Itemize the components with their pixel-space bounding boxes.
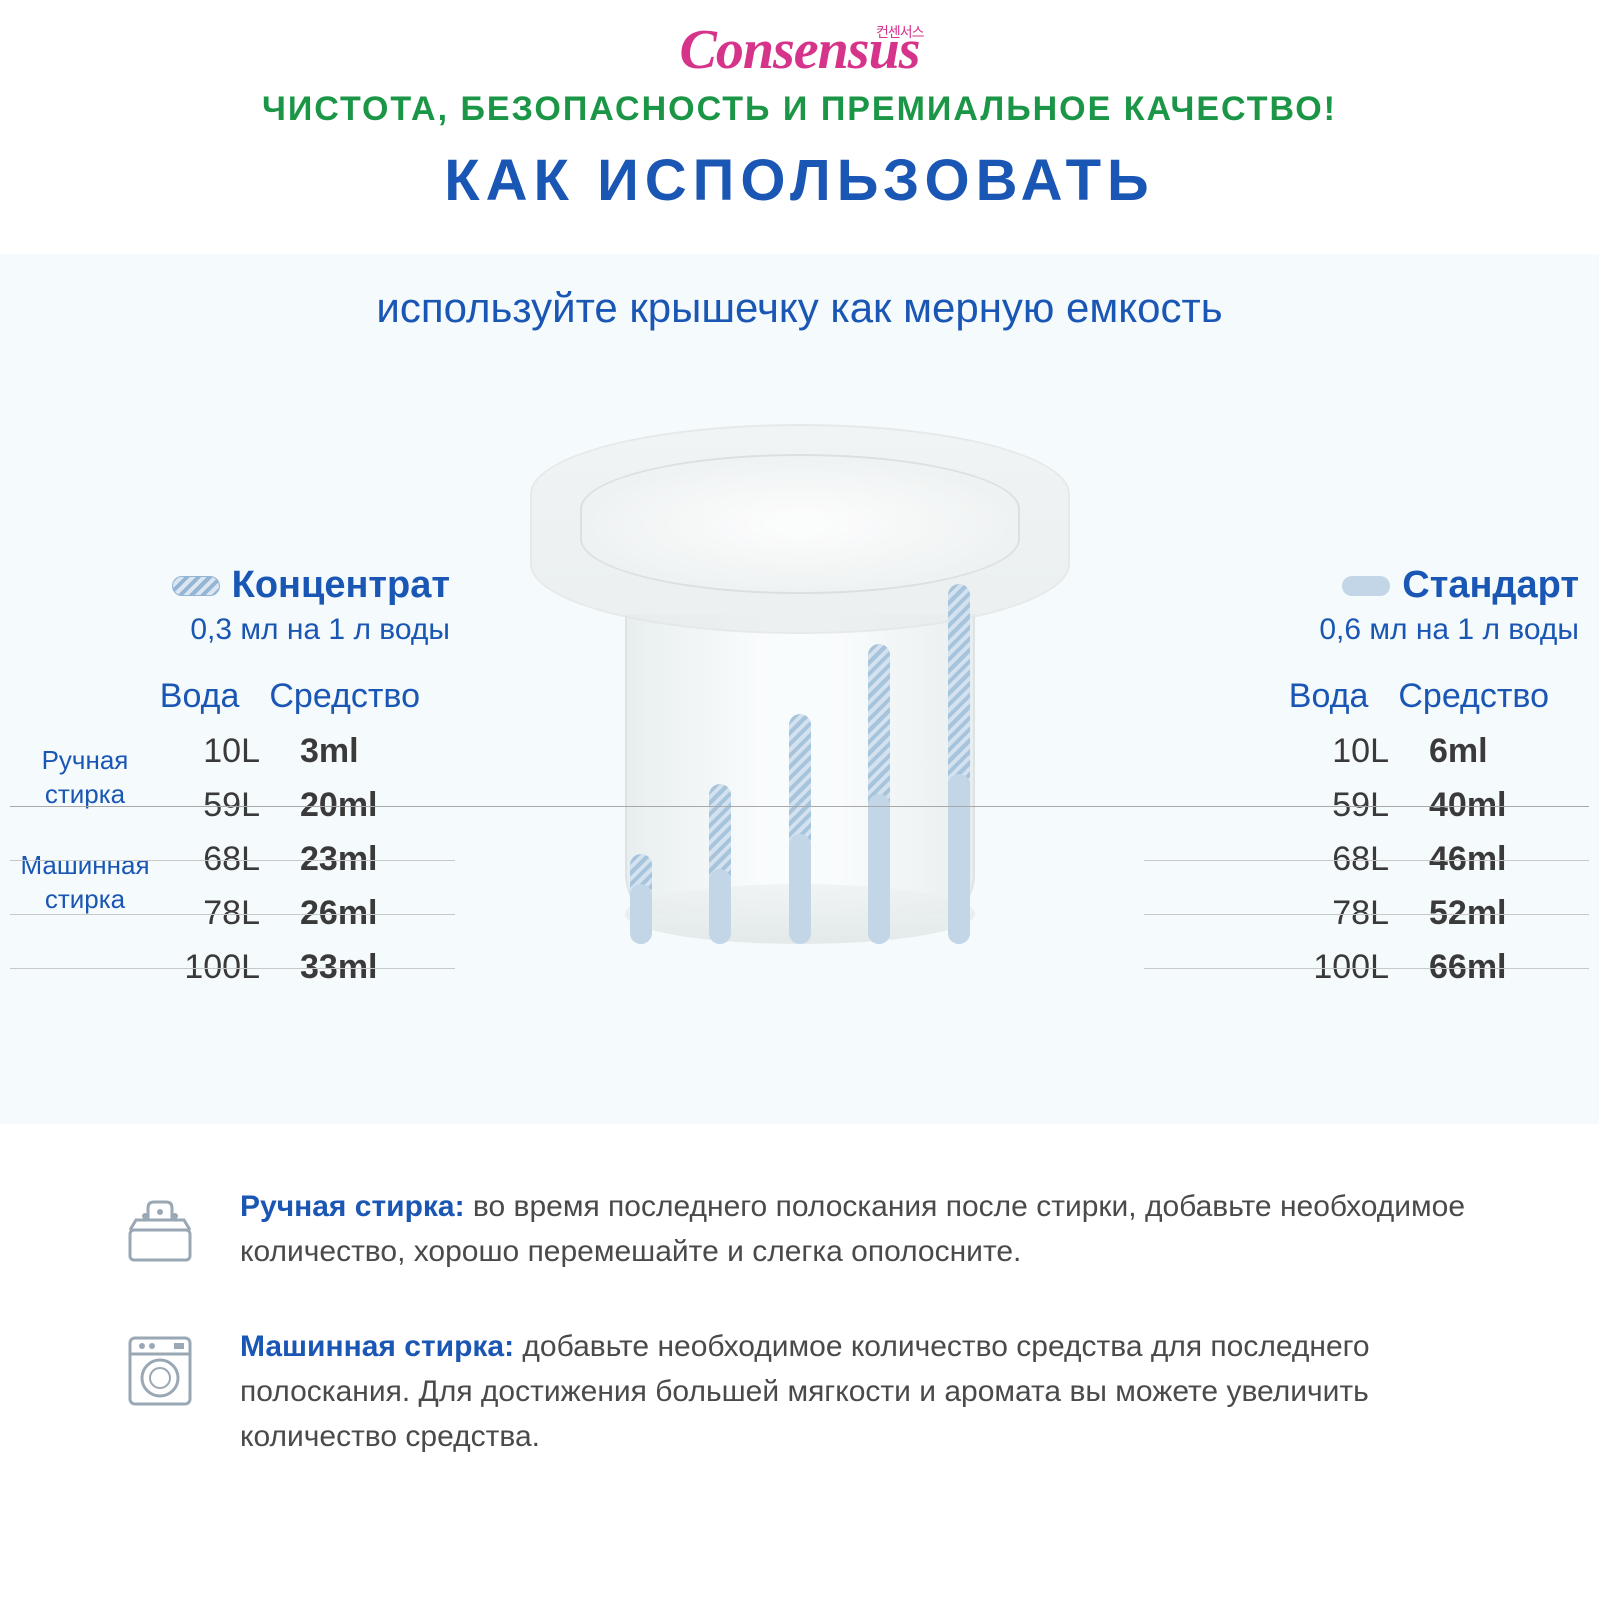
hand-wash-icon — [120, 1190, 200, 1270]
table-row-line — [1144, 968, 1589, 969]
dosage-bars — [630, 564, 970, 944]
dosage-bar-solid — [868, 794, 890, 944]
dosage-row: 68L23ml — [20, 832, 450, 886]
concentrate-col-headers: Вода Средство — [20, 677, 450, 716]
concentrate-table: 10L 3ml 59L20ml68L23ml78L26ml100L33ml — [20, 724, 450, 994]
standard-title: Стандарт — [1402, 564, 1579, 607]
concentrate-header: Концентрат — [20, 564, 450, 607]
col-agent: Средство — [269, 677, 450, 716]
standard-block: Стандарт 0,6 мл на 1 л воды Вода Средств… — [1149, 564, 1579, 994]
instruction-hand-label: Ручная стирка: — [240, 1190, 465, 1223]
table-row-line — [1144, 914, 1589, 915]
pill-solid-icon — [1342, 576, 1390, 596]
dosage-bar — [709, 784, 731, 944]
standard-ratio: 0,6 мл на 1 л воды — [1149, 613, 1579, 647]
dosage-row: 78L52ml — [1149, 886, 1579, 940]
concentrate-block: Концентрат 0,3 мл на 1 л воды Вода Средс… — [20, 564, 450, 994]
tagline: ЧИСТОТА, БЕЗОПАСНОСТЬ И ПРЕМИАЛЬНОЕ КАЧЕ… — [0, 90, 1599, 129]
table-divider — [10, 806, 1589, 807]
concentrate-ratio: 0,3 мл на 1 л воды — [20, 613, 450, 647]
dosage-bar-solid — [709, 869, 731, 944]
dosage-bar-solid — [948, 774, 970, 944]
dosage-row: 59L40ml — [1149, 778, 1579, 832]
dosage-bar — [948, 584, 970, 944]
standard-table: 10L 6ml 59L40ml68L46ml78L52ml100L66ml — [1149, 724, 1579, 994]
panel-subtitle: используйте крышечку как мерную емкость — [0, 284, 1599, 332]
instruction-hand: Ручная стирка: во время последнего полос… — [120, 1184, 1479, 1274]
dosage-row: 100L33ml — [20, 940, 450, 994]
instruction-machine-label: Машинная стирка: — [240, 1330, 514, 1363]
standard-header: Стандарт — [1149, 564, 1579, 607]
dosage-row: 10L 3ml — [20, 724, 450, 778]
brand-logo: Consensus 컨센서스 — [679, 18, 919, 82]
washing-machine-icon — [120, 1330, 200, 1410]
water-value: 10L — [1249, 732, 1399, 771]
table-row-line — [10, 914, 455, 915]
dosage-bar-solid — [630, 884, 652, 944]
standard-col-headers: Вода Средство — [1149, 677, 1579, 716]
table-row-line — [10, 860, 455, 861]
dosage-bar — [630, 854, 652, 944]
dosage-row: 78L26ml — [20, 886, 450, 940]
dosage-row: 59L20ml — [20, 778, 450, 832]
table-row-line — [1144, 860, 1589, 861]
pill-hatched-icon — [172, 576, 220, 596]
col-water: Вода — [1218, 677, 1368, 716]
dosage-bar-solid — [789, 834, 811, 944]
brand-kr: 컨센서스 — [876, 22, 924, 42]
dosage-row: 68L46ml — [1149, 832, 1579, 886]
concentrate-title: Концентрат — [232, 564, 450, 607]
page-title: КАК ИСПОЛЬЗОВАТЬ — [0, 147, 1599, 214]
dosage-bar — [868, 644, 890, 944]
water-value: 10L — [120, 732, 270, 771]
col-agent: Средство — [1398, 677, 1579, 716]
dosage-row: 100L66ml — [1149, 940, 1579, 994]
dosage-bar — [789, 714, 811, 944]
dosage-panel: используйте крышечку как мерную емкость … — [0, 254, 1599, 1124]
table-row-line — [10, 968, 455, 969]
instruction-hand-text: Ручная стирка: во время последнего полос… — [240, 1184, 1479, 1274]
dosage-row: 10L 6ml — [1149, 724, 1579, 778]
instruction-machine-text: Машинная стирка: добавьте необходимое ко… — [240, 1324, 1479, 1459]
col-water: Вода — [89, 677, 239, 716]
agent-value: 6ml — [1429, 732, 1579, 771]
agent-value: 3ml — [300, 732, 450, 771]
header: Consensus 컨센서스 ЧИСТОТА, БЕЗОПАСНОСТЬ И П… — [0, 0, 1599, 214]
instructions: Ручная стирка: во время последнего полос… — [120, 1184, 1479, 1459]
instruction-machine: Машинная стирка: добавьте необходимое ко… — [120, 1324, 1479, 1459]
